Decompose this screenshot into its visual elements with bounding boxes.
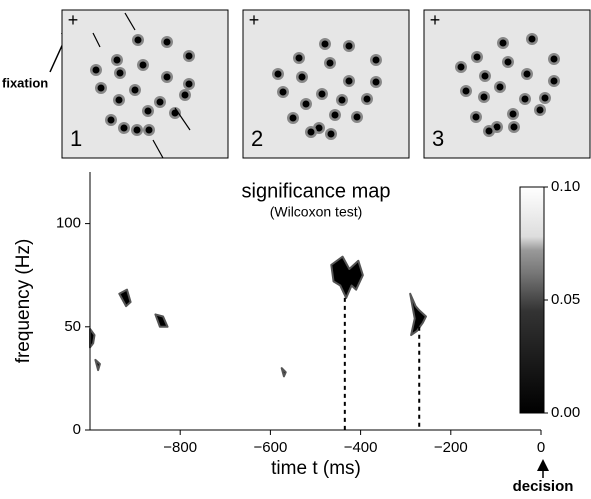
dot xyxy=(480,93,488,101)
colorbar-tick-label: 0.00 xyxy=(551,404,580,421)
dot xyxy=(115,96,123,104)
dot xyxy=(504,58,512,66)
slant-line xyxy=(124,12,136,31)
significant-cluster xyxy=(154,313,169,328)
dot xyxy=(372,78,380,86)
dot xyxy=(372,56,380,64)
dot xyxy=(133,126,141,134)
dot xyxy=(541,94,549,102)
dot xyxy=(107,116,115,124)
y-tick-label: 100 xyxy=(56,215,81,232)
dot xyxy=(307,128,315,136)
dot xyxy=(499,39,507,47)
fixation-cross: + xyxy=(68,10,79,30)
stimulus-panel xyxy=(61,9,229,159)
significant-cluster xyxy=(280,367,287,378)
dot xyxy=(326,59,334,67)
dot xyxy=(97,84,105,92)
dot xyxy=(134,36,142,44)
fixation-cross: + xyxy=(249,10,260,30)
dot xyxy=(144,107,152,115)
x-tick-label: −800 xyxy=(163,439,197,456)
dot xyxy=(295,54,303,62)
dot xyxy=(472,113,480,121)
significant-cluster xyxy=(330,255,364,299)
decision-label: decision xyxy=(513,478,574,495)
dot xyxy=(92,66,100,74)
x-tick-label: −600 xyxy=(254,439,288,456)
dot xyxy=(315,124,323,132)
dot xyxy=(510,123,518,131)
dot xyxy=(345,42,353,50)
plot-area xyxy=(90,172,541,430)
dot xyxy=(185,52,193,60)
slant-line xyxy=(174,107,191,131)
dot xyxy=(279,88,287,96)
dot xyxy=(509,110,517,118)
dot xyxy=(163,38,171,46)
dot xyxy=(345,77,353,85)
stimulus-panel xyxy=(423,9,591,159)
dot xyxy=(145,126,153,134)
dot xyxy=(163,73,171,81)
fixation-label: fixation xyxy=(2,75,48,90)
panel-number: 2 xyxy=(251,126,263,151)
panel-number: 1 xyxy=(70,126,82,151)
dot xyxy=(120,124,128,132)
x-tick-label: −200 xyxy=(434,439,468,456)
dot xyxy=(327,130,335,138)
dot xyxy=(321,40,329,48)
dot xyxy=(156,98,164,106)
y-tick-label: 50 xyxy=(64,318,81,335)
dot xyxy=(496,83,504,91)
y-axis-label: frequency (Hz) xyxy=(13,239,34,364)
dot xyxy=(181,91,189,99)
x-tick-label: 0 xyxy=(537,439,545,456)
slant-line xyxy=(152,139,164,159)
dot xyxy=(274,70,282,78)
dot xyxy=(462,87,470,95)
fixation-cross: + xyxy=(430,10,441,30)
dot xyxy=(289,114,297,122)
dot xyxy=(473,53,481,61)
dot xyxy=(363,95,371,103)
dot xyxy=(302,100,310,108)
dot xyxy=(493,123,501,131)
chart-subtitle: (Wilcoxon test) xyxy=(270,204,363,220)
colorbar-tick-label: 0.10 xyxy=(551,178,580,195)
dot xyxy=(523,70,531,78)
x-axis-label: time t (ms) xyxy=(271,458,361,479)
dot xyxy=(338,96,346,104)
dot xyxy=(353,113,361,121)
dot xyxy=(481,72,489,80)
dot xyxy=(521,95,529,103)
chart-title: significance map xyxy=(242,180,391,202)
dot xyxy=(457,63,465,71)
dot xyxy=(131,86,139,94)
dot xyxy=(298,73,306,81)
panel-number: 3 xyxy=(432,126,444,151)
colorbar-tick-label: 0.05 xyxy=(551,291,580,308)
colorbar xyxy=(519,186,545,414)
dot xyxy=(185,80,193,88)
y-tick-label: 0 xyxy=(73,421,81,438)
dot xyxy=(116,69,124,77)
significant-cluster xyxy=(409,292,427,337)
dot xyxy=(550,77,558,85)
x-tick-label: −400 xyxy=(344,439,378,456)
dot xyxy=(536,106,544,114)
dot xyxy=(528,35,536,43)
slant-line xyxy=(92,32,101,48)
dot xyxy=(139,61,147,69)
significant-cluster xyxy=(118,288,132,308)
dot xyxy=(113,56,121,64)
significant-cluster xyxy=(94,358,101,372)
dot xyxy=(485,127,493,135)
dot xyxy=(331,111,339,119)
dot xyxy=(318,90,326,98)
dot xyxy=(550,55,558,63)
